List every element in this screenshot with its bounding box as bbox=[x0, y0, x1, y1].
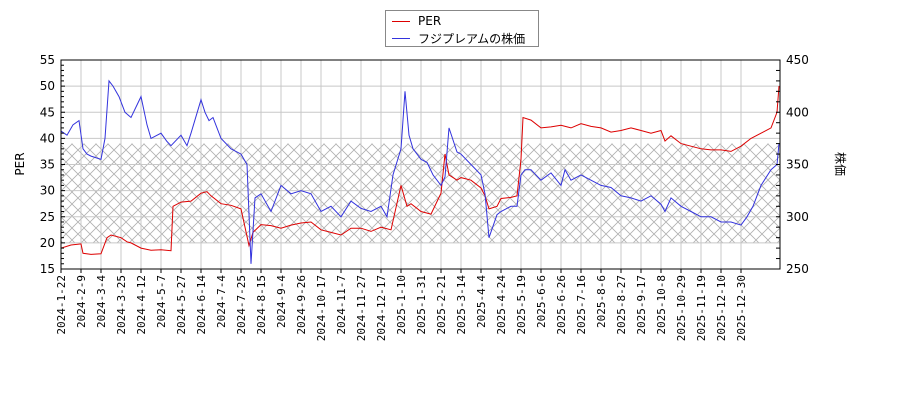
y-tick-label: 45 bbox=[40, 105, 55, 119]
x-tick-label: 2025-10-29 bbox=[675, 275, 688, 341]
x-tick-label: 2024-5-7 bbox=[155, 275, 168, 328]
series-line bbox=[61, 79, 780, 264]
legend-swatch-red bbox=[392, 20, 410, 22]
y-tick-label: 20 bbox=[40, 236, 55, 250]
x-tick-label: 2025-12-30 bbox=[735, 275, 748, 341]
x-tick-label: 2025-2-21 bbox=[435, 275, 448, 335]
x-tick-label: 2025-6-26 bbox=[555, 275, 568, 335]
y2-tick-label: 350 bbox=[786, 158, 809, 172]
data-lines bbox=[61, 79, 780, 264]
x-tick-label: 2024-3-4 bbox=[95, 275, 108, 328]
x-tick-label: 2025-4-4 bbox=[475, 275, 488, 328]
series-line bbox=[61, 86, 780, 255]
x-tick-label: 2024-1-22 bbox=[55, 275, 68, 335]
y-axis-labels: 15 20 25 30 35 40 45 50 55 bbox=[40, 53, 55, 276]
y-tick-label: 15 bbox=[40, 262, 55, 276]
x-tick-label: 2025-7-16 bbox=[575, 275, 588, 335]
x-tick-label: 2025-8-27 bbox=[615, 275, 628, 335]
y-tick-label: 50 bbox=[40, 79, 55, 93]
legend-label: PER bbox=[418, 14, 442, 28]
legend-swatch-blue bbox=[392, 37, 410, 39]
x-tick-label: 2025-5-19 bbox=[515, 275, 528, 335]
x-tick-label: 2024-8-15 bbox=[255, 275, 268, 335]
x-tick-label: 2024-3-25 bbox=[115, 275, 128, 335]
axis-ticks bbox=[60, 59, 780, 273]
x-tick-label: 2025-6-6 bbox=[535, 275, 548, 328]
x-tick-label: 2024-4-12 bbox=[135, 275, 148, 335]
x-tick-label: 2024-9-4 bbox=[275, 275, 288, 328]
x-tick-label: 2025-12-10 bbox=[715, 275, 728, 341]
y-tick-label: 25 bbox=[40, 210, 55, 224]
y2-tick-label: 250 bbox=[786, 262, 809, 276]
x-tick-label: 2024-12-17 bbox=[375, 275, 388, 341]
x-tick-label: 2025-4-24 bbox=[495, 275, 508, 335]
x-tick-label: 2025-11-19 bbox=[695, 275, 708, 341]
legend-item-price: フジプレアムの株価 bbox=[392, 30, 525, 46]
legend: PER フジプレアムの株価 bbox=[385, 10, 539, 47]
left-axis-title: PER bbox=[13, 152, 27, 175]
x-tick-label: 2024-11-7 bbox=[335, 275, 348, 335]
x-tick-label: 2024-6-14 bbox=[195, 275, 208, 335]
x-tick-label: 2025-10-8 bbox=[655, 275, 668, 335]
x-tick-label: 2025-9-17 bbox=[635, 275, 648, 335]
y-tick-label: 30 bbox=[40, 184, 55, 198]
x-tick-label: 2024-5-27 bbox=[175, 275, 188, 335]
right-axis-title: 株価 bbox=[833, 152, 848, 176]
x-axis-labels: 2024-1-22 2024-2-9 2024-3-4 2024-3-25 2024-4… bbox=[55, 275, 748, 342]
x-tick-label: 2024-11-27 bbox=[355, 275, 368, 341]
x-tick-label: 2025-8-6 bbox=[595, 275, 608, 328]
y2-tick-label: 450 bbox=[786, 53, 809, 67]
x-tick-label: 2024-7-4 bbox=[215, 275, 228, 328]
y2-tick-label: 400 bbox=[786, 105, 809, 119]
y-tick-label: 35 bbox=[40, 158, 55, 172]
x-tick-label: 2024-9-26 bbox=[295, 275, 308, 335]
x-tick-label: 2025-3-14 bbox=[455, 275, 468, 335]
y2-axis-labels: 250 300 350 400 450 bbox=[786, 53, 809, 276]
y-tick-label: 55 bbox=[40, 53, 55, 67]
x-tick-label: 2025-1-10 bbox=[395, 275, 408, 335]
y2-tick-label: 300 bbox=[786, 210, 809, 224]
legend-item-per: PER bbox=[392, 13, 441, 29]
x-tick-label: 2024-2-9 bbox=[75, 275, 88, 328]
y-tick-label: 40 bbox=[40, 131, 55, 145]
x-tick-label: 2024-7-25 bbox=[235, 275, 248, 335]
x-tick-label: 2025-1-31 bbox=[415, 275, 428, 335]
legend-label: フジプレアムの株価 bbox=[418, 31, 526, 46]
x-tick-label: 2024-10-17 bbox=[315, 275, 328, 341]
